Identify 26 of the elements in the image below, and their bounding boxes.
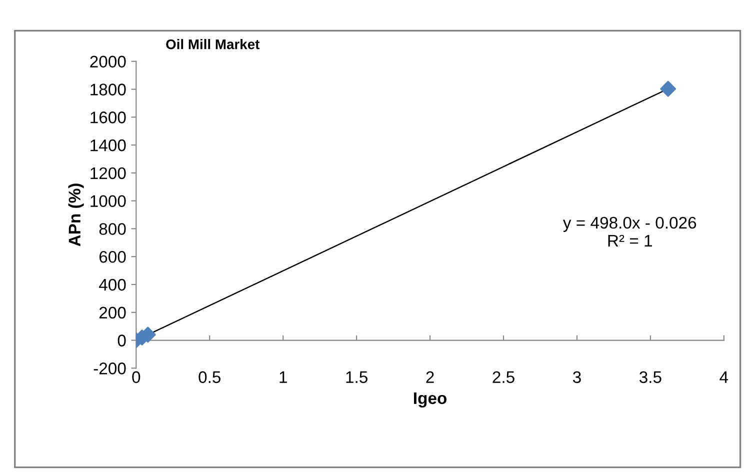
y-tick-label: 1200	[90, 167, 126, 180]
point	[660, 80, 676, 97]
x-tick-label: 1.5	[346, 371, 368, 384]
x-tick-label: 0	[132, 371, 140, 384]
y-tick-label: 1600	[90, 112, 126, 124]
x-tick-label: 1	[280, 371, 287, 383]
annotation: y = 498.0x - 0.026 R² = 1	[562, 216, 696, 246]
x-tick-label: 3.5	[639, 371, 662, 384]
y-tick-label: 1400	[90, 139, 126, 152]
y-tick-label: 0	[118, 334, 126, 346]
x-tick-label: 2.5	[492, 371, 514, 384]
y-tick-label: 200	[99, 306, 126, 319]
x-tick-label: 0.5	[198, 371, 221, 384]
chart-title: Oil Mill Market	[166, 39, 260, 50]
y-tick-label: 1800	[90, 84, 126, 96]
y-tick-label: -200	[94, 362, 126, 374]
y-tick-label: 600	[99, 250, 126, 263]
x-tick-label: 3	[572, 371, 581, 384]
y-tick-label: 1000	[90, 195, 126, 208]
x-axis-title: Igeo	[414, 392, 447, 408]
x-tick-label: 2	[426, 371, 434, 383]
x-tick-label: 4	[720, 371, 728, 383]
y-tick-label: 400	[99, 278, 126, 291]
y-tick-label: 800	[99, 223, 126, 235]
y-tick-label: 2000	[90, 56, 126, 68]
y-axis-title: APn (%)	[68, 184, 84, 246]
